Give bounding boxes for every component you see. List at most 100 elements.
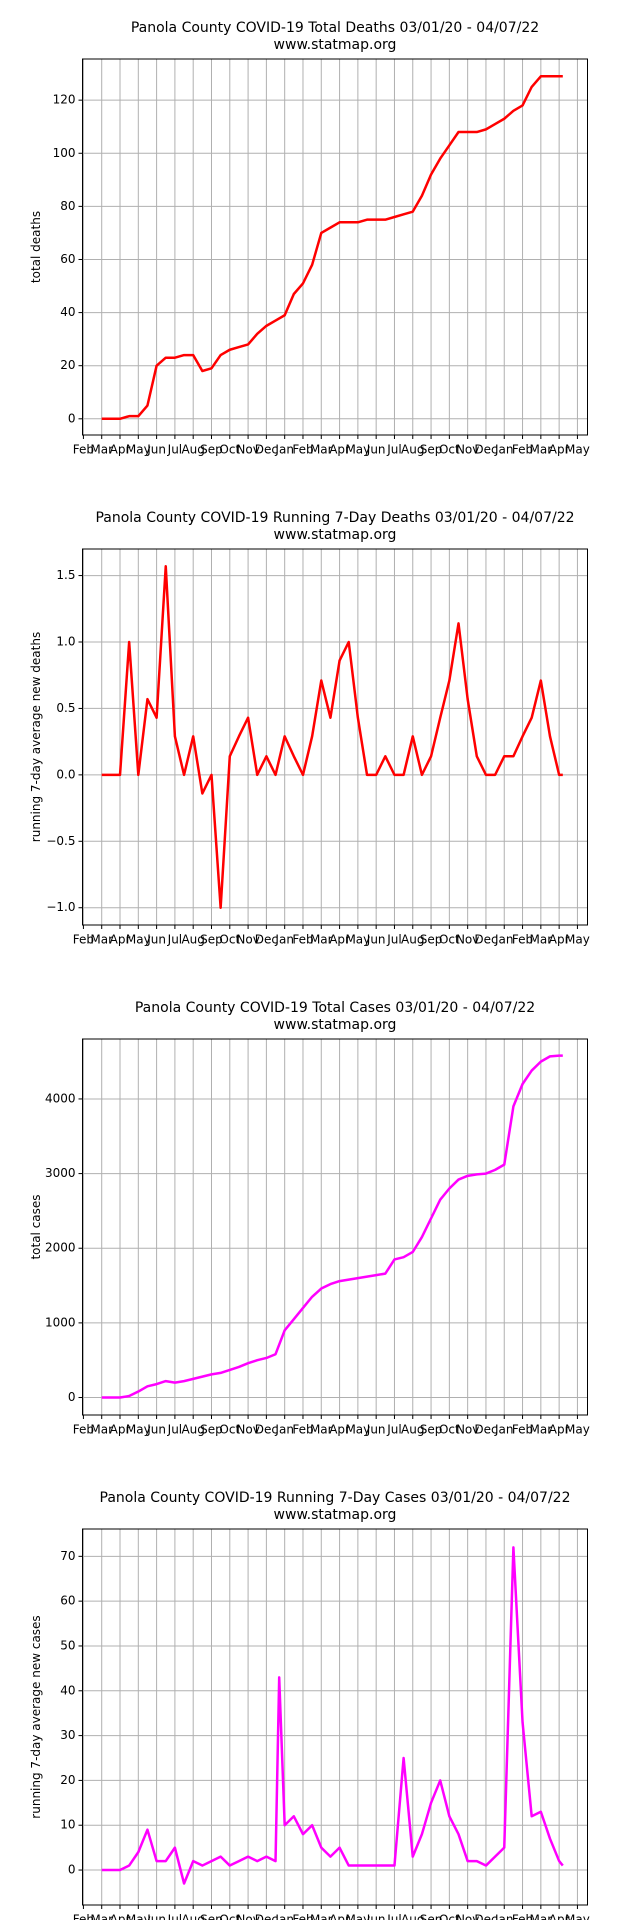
x-tick-label: Dec xyxy=(474,1913,497,1920)
x-tick-label: Jul xyxy=(167,1423,182,1437)
data-line xyxy=(101,1054,563,1399)
y-axis-label: total cases xyxy=(29,1194,43,1259)
x-tick-label: Feb xyxy=(292,1913,313,1920)
x-tick-label: Oct xyxy=(219,443,240,457)
x-tick-label: Jul xyxy=(386,443,401,457)
y-tick-label: 60 xyxy=(60,252,75,266)
x-tick-label: Feb xyxy=(512,933,533,947)
x-tick-label: Feb xyxy=(512,1423,533,1437)
y-axis-label: running 7-day average new deaths xyxy=(29,632,43,842)
x-tick-label: Apr xyxy=(329,933,350,947)
x-tick-label: Jun xyxy=(146,443,166,457)
x-tick-label: Apr xyxy=(110,1913,131,1920)
x-tick-label: Oct xyxy=(439,1423,460,1437)
x-tick-label: Feb xyxy=(512,1913,533,1920)
x-tick-label: Sep xyxy=(420,1423,443,1437)
chart-subtitle: www.statmap.org xyxy=(274,527,397,543)
plot-frame xyxy=(82,548,588,926)
x-tick-label: Feb xyxy=(73,1423,94,1437)
x-tick-label: Oct xyxy=(219,1913,240,1920)
y-axis-label: total deaths xyxy=(29,211,43,283)
x-tick-label: Mar xyxy=(90,1913,113,1920)
x-tick-label: Nov xyxy=(456,1913,479,1920)
x-tick-label: Oct xyxy=(219,933,240,947)
x-tick-label: Nov xyxy=(236,1913,259,1920)
plot-frame xyxy=(82,1528,588,1906)
y-axis-label: running 7-day average new cases xyxy=(29,1615,43,1818)
y-tick-label: 40 xyxy=(60,305,75,319)
y-tick-label: 100 xyxy=(53,146,76,160)
x-tick-label: Jul xyxy=(386,1913,401,1920)
x-tick-label: Sep xyxy=(200,1913,223,1920)
x-tick-label: May xyxy=(126,443,151,457)
x-tick-label: Nov xyxy=(236,933,259,947)
x-tick-label: May xyxy=(565,443,590,457)
x-tick-label: Sep xyxy=(420,933,443,947)
x-tick-label: Sep xyxy=(420,1913,443,1920)
x-tick-label: Apr xyxy=(549,1423,570,1437)
x-tick-label: Feb xyxy=(512,443,533,457)
x-tick-label: Mar xyxy=(530,933,553,947)
x-tick-label: Jan xyxy=(494,933,514,947)
y-tick-label: −1.0 xyxy=(46,900,75,914)
x-tick-label: Aug xyxy=(181,1423,204,1437)
x-tick-label: Jan xyxy=(494,1423,514,1437)
x-tick-label: Aug xyxy=(181,443,204,457)
x-tick-label: Jul xyxy=(167,1913,182,1920)
x-tick-label: Sep xyxy=(200,443,223,457)
x-tick-label: Jun xyxy=(146,1423,166,1437)
y-tick-label: 3000 xyxy=(45,1166,76,1180)
y-tick-label: 80 xyxy=(60,199,75,213)
x-tick-label: Sep xyxy=(200,933,223,947)
chart-title: Panola County COVID-19 Total Deaths 03/0… xyxy=(131,20,539,36)
y-tick-label: 1.0 xyxy=(56,635,75,649)
x-tick-label: May xyxy=(126,933,151,947)
y-tick-label: 0.5 xyxy=(56,701,75,715)
x-tick-label: Jan xyxy=(494,443,514,457)
x-tick-label: Nov xyxy=(456,443,479,457)
x-tick-label: Feb xyxy=(292,443,313,457)
y-tick-label: −0.5 xyxy=(46,834,75,848)
x-tick-label: May xyxy=(126,1423,151,1437)
y-tick-label: 30 xyxy=(60,1728,75,1742)
y-tick-label: 0.0 xyxy=(56,767,75,781)
x-tick-label: Aug xyxy=(181,1913,204,1920)
x-tick-label: Mar xyxy=(90,933,113,947)
x-tick-label: Jun xyxy=(366,1913,386,1920)
x-tick-label: Aug xyxy=(401,1423,424,1437)
y-tick-label: 20 xyxy=(60,358,75,372)
x-tick-label: Dec xyxy=(474,1423,497,1437)
x-tick-label: Jun xyxy=(146,933,166,947)
x-tick-label: Apr xyxy=(110,443,131,457)
y-tick-label: 1.5 xyxy=(56,568,75,582)
x-tick-label: Oct xyxy=(219,1423,240,1437)
x-tick-label: Feb xyxy=(73,443,94,457)
chart-subtitle: www.statmap.org xyxy=(274,1507,397,1523)
x-tick-label: May xyxy=(565,1913,590,1920)
chart-title: Panola County COVID-19 Running 7-Day Cas… xyxy=(100,1490,571,1506)
x-tick-label: Jun xyxy=(146,1913,166,1920)
x-tick-label: Mar xyxy=(530,1423,553,1437)
x-tick-label: Sep xyxy=(200,1423,223,1437)
y-tick-label: 50 xyxy=(60,1638,75,1652)
x-tick-label: Mar xyxy=(530,1913,553,1920)
x-tick-label: Dec xyxy=(255,933,278,947)
x-tick-label: Apr xyxy=(329,1423,350,1437)
x-tick-label: Jul xyxy=(386,933,401,947)
x-tick-label: Apr xyxy=(110,933,131,947)
x-tick-label: Sep xyxy=(420,443,443,457)
y-tick-label: 70 xyxy=(60,1549,75,1563)
y-tick-label: 40 xyxy=(60,1683,75,1697)
x-tick-label: Dec xyxy=(255,443,278,457)
x-tick-label: Jan xyxy=(274,933,294,947)
data-line xyxy=(101,1546,564,1885)
x-tick-label: Feb xyxy=(292,1423,313,1437)
x-tick-label: Dec xyxy=(255,1423,278,1437)
x-tick-label: Mar xyxy=(90,1423,113,1437)
x-tick-label: Dec xyxy=(474,933,497,947)
x-tick-label: May xyxy=(565,933,590,947)
x-tick-label: Mar xyxy=(90,443,113,457)
x-tick-label: Jan xyxy=(494,1913,514,1920)
x-tick-label: Mar xyxy=(310,933,333,947)
